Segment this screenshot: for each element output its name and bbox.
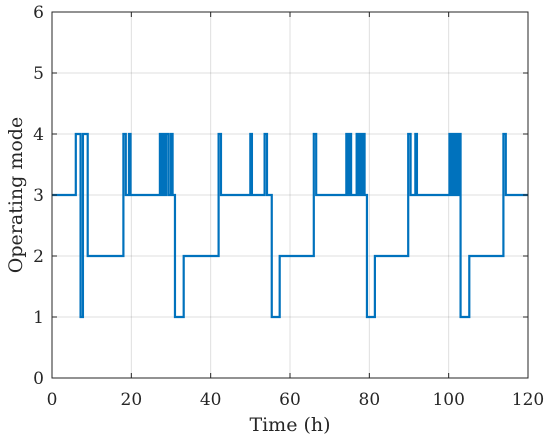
x-tick-label: 100 — [432, 390, 464, 410]
y-tick-label: 3 — [33, 186, 44, 206]
y-tick-label: 4 — [33, 125, 44, 145]
x-tick-label: 120 — [512, 390, 544, 410]
series-line — [52, 132, 528, 319]
y-tick-label: 1 — [33, 308, 44, 328]
x-axis-label: Time (h) — [249, 414, 330, 436]
tick-marks — [51, 11, 529, 379]
series-layer — [52, 132, 528, 319]
x-tick-label: 60 — [279, 390, 301, 410]
x-tick-label: 40 — [200, 390, 222, 410]
y-tick-label: 2 — [33, 247, 44, 267]
y-tick-label: 5 — [33, 64, 44, 84]
y-axis-label: Operating mode — [5, 117, 27, 273]
y-tick-labels: 0 1 2 3 4 5 6 — [33, 3, 44, 389]
x-tick-label: 80 — [359, 390, 381, 410]
y-tick-label: 0 — [33, 369, 44, 389]
x-tick-labels: 0 20 40 60 80 100 120 — [47, 390, 545, 410]
y-tick-label: 6 — [33, 3, 44, 23]
x-tick-label: 0 — [47, 390, 58, 410]
x-tick-label: 20 — [121, 390, 143, 410]
